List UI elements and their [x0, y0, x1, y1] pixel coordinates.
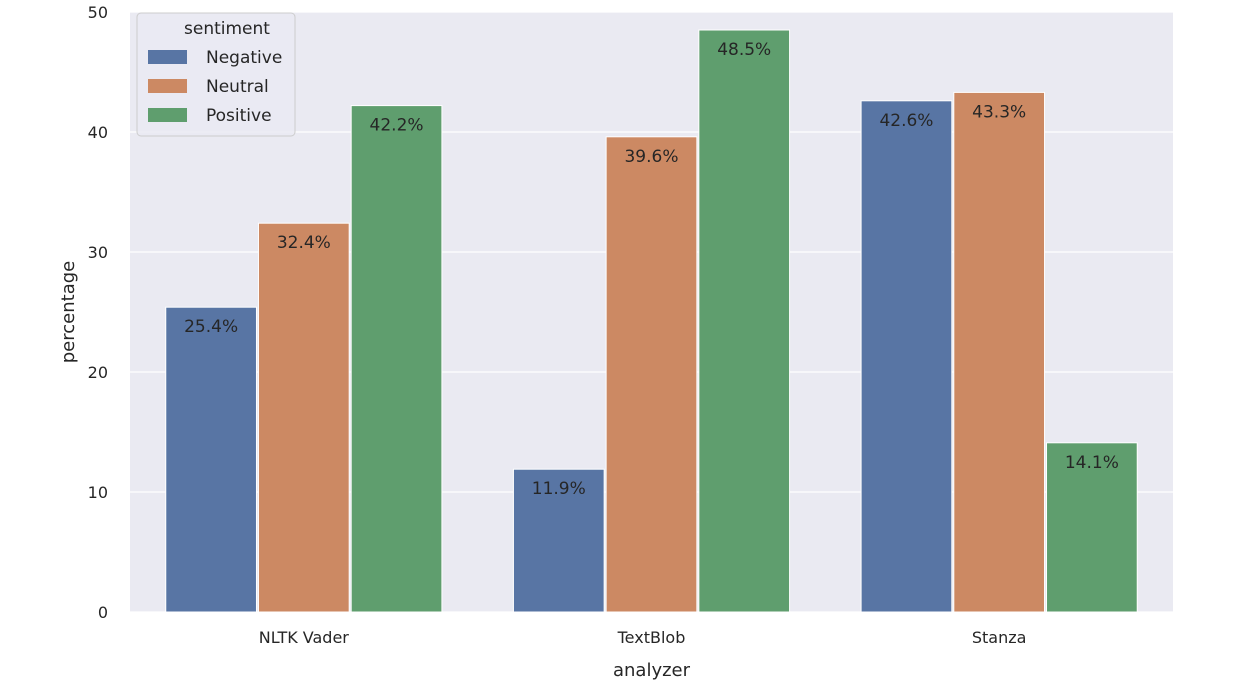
bar-value-label: 14.1%	[1065, 453, 1119, 473]
y-axis-ticks: 0 10 20 30 40 50	[88, 3, 108, 622]
legend-swatch-neutral	[148, 79, 187, 93]
y-axis-label: percentage	[58, 261, 79, 363]
x-tick-label: Stanza	[972, 628, 1027, 647]
y-tick-label: 0	[98, 603, 108, 622]
bar-negative-1	[512, 468, 605, 613]
bar-positive-1	[698, 29, 791, 613]
bars	[165, 29, 1138, 613]
x-axis-label: analyzer	[613, 660, 691, 681]
bar-neutral-2	[953, 91, 1046, 613]
legend-items: Negative Neutral Positive	[148, 48, 282, 126]
y-tick-label: 20	[88, 363, 108, 382]
legend-swatch-negative	[148, 50, 187, 64]
bar-positive-2	[1046, 442, 1138, 613]
bar-value-label: 42.6%	[879, 111, 933, 131]
bar-value-label: 48.5%	[717, 40, 771, 60]
legend-box	[136, 12, 296, 137]
bar-value-label: 43.3%	[972, 102, 1026, 122]
legend-title: sentiment	[184, 19, 270, 39]
legend-label-positive: Positive	[206, 106, 272, 126]
legend: sentiment Negative Neutral Positive	[136, 12, 296, 137]
x-tick-label: NLTK Vader	[259, 628, 350, 647]
bar-value-label: 42.2%	[370, 116, 424, 136]
bar-positive-0	[350, 105, 443, 613]
bar-value-label: 25.4%	[184, 317, 238, 337]
bar-value-label: 32.4%	[277, 233, 331, 253]
y-tick-label: 40	[88, 123, 108, 142]
bar-value-label: 39.6%	[624, 147, 678, 167]
bar-value-label: 11.9%	[532, 479, 586, 499]
bar-negative-0	[165, 306, 257, 613]
legend-swatch-positive	[148, 108, 187, 122]
bar-labels: 25.4% 32.4% 42.2% 11.9% 39.6% 48.5% 42.6% 43.3%…	[184, 40, 1119, 499]
bar-negative-2	[860, 100, 953, 613]
legend-label-negative: Negative	[206, 48, 282, 68]
x-axis-ticks: NLTK Vader TextBlob Stanza	[259, 628, 1027, 647]
y-tick-label: 30	[88, 243, 108, 262]
legend-label-neutral: Neutral	[206, 77, 269, 97]
y-tick-label: 10	[88, 483, 108, 502]
x-tick-label: TextBlob	[617, 628, 686, 647]
y-tick-label: 50	[88, 3, 108, 22]
bar-neutral-0	[257, 222, 350, 613]
bar-neutral-1	[605, 136, 698, 613]
